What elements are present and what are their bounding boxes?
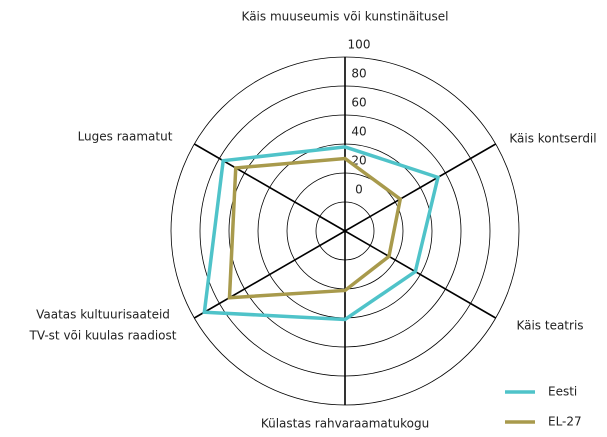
axis-line <box>193 143 346 232</box>
r-tick-label: 0 <box>355 183 363 197</box>
legend-label: EL-27 <box>548 415 582 429</box>
legend-label: Eesti <box>548 385 577 399</box>
category-label: Käis teatris <box>516 319 583 333</box>
series-polygon <box>202 145 441 322</box>
r-tick-label: 80 <box>351 67 366 81</box>
category-label: Külastas rahvaraamatukogu <box>261 417 429 431</box>
r-tick-label: 60 <box>351 96 366 110</box>
series-polygon <box>227 156 403 300</box>
axis-line <box>344 230 497 319</box>
category-label: Käis kontserdil <box>509 132 596 146</box>
category-label: Luges raamatut <box>78 130 173 144</box>
axis-line <box>344 143 497 232</box>
category-label: TV-st või kuulas raadiost <box>29 329 177 343</box>
r-tick-label: 40 <box>351 125 366 139</box>
category-label: Käis muuseumis või kunstinäitusel <box>242 10 449 24</box>
axis-line <box>193 230 346 319</box>
r-tick-label: 100 <box>348 38 371 52</box>
category-label: Vaatas kultuurisaateid <box>36 308 170 322</box>
